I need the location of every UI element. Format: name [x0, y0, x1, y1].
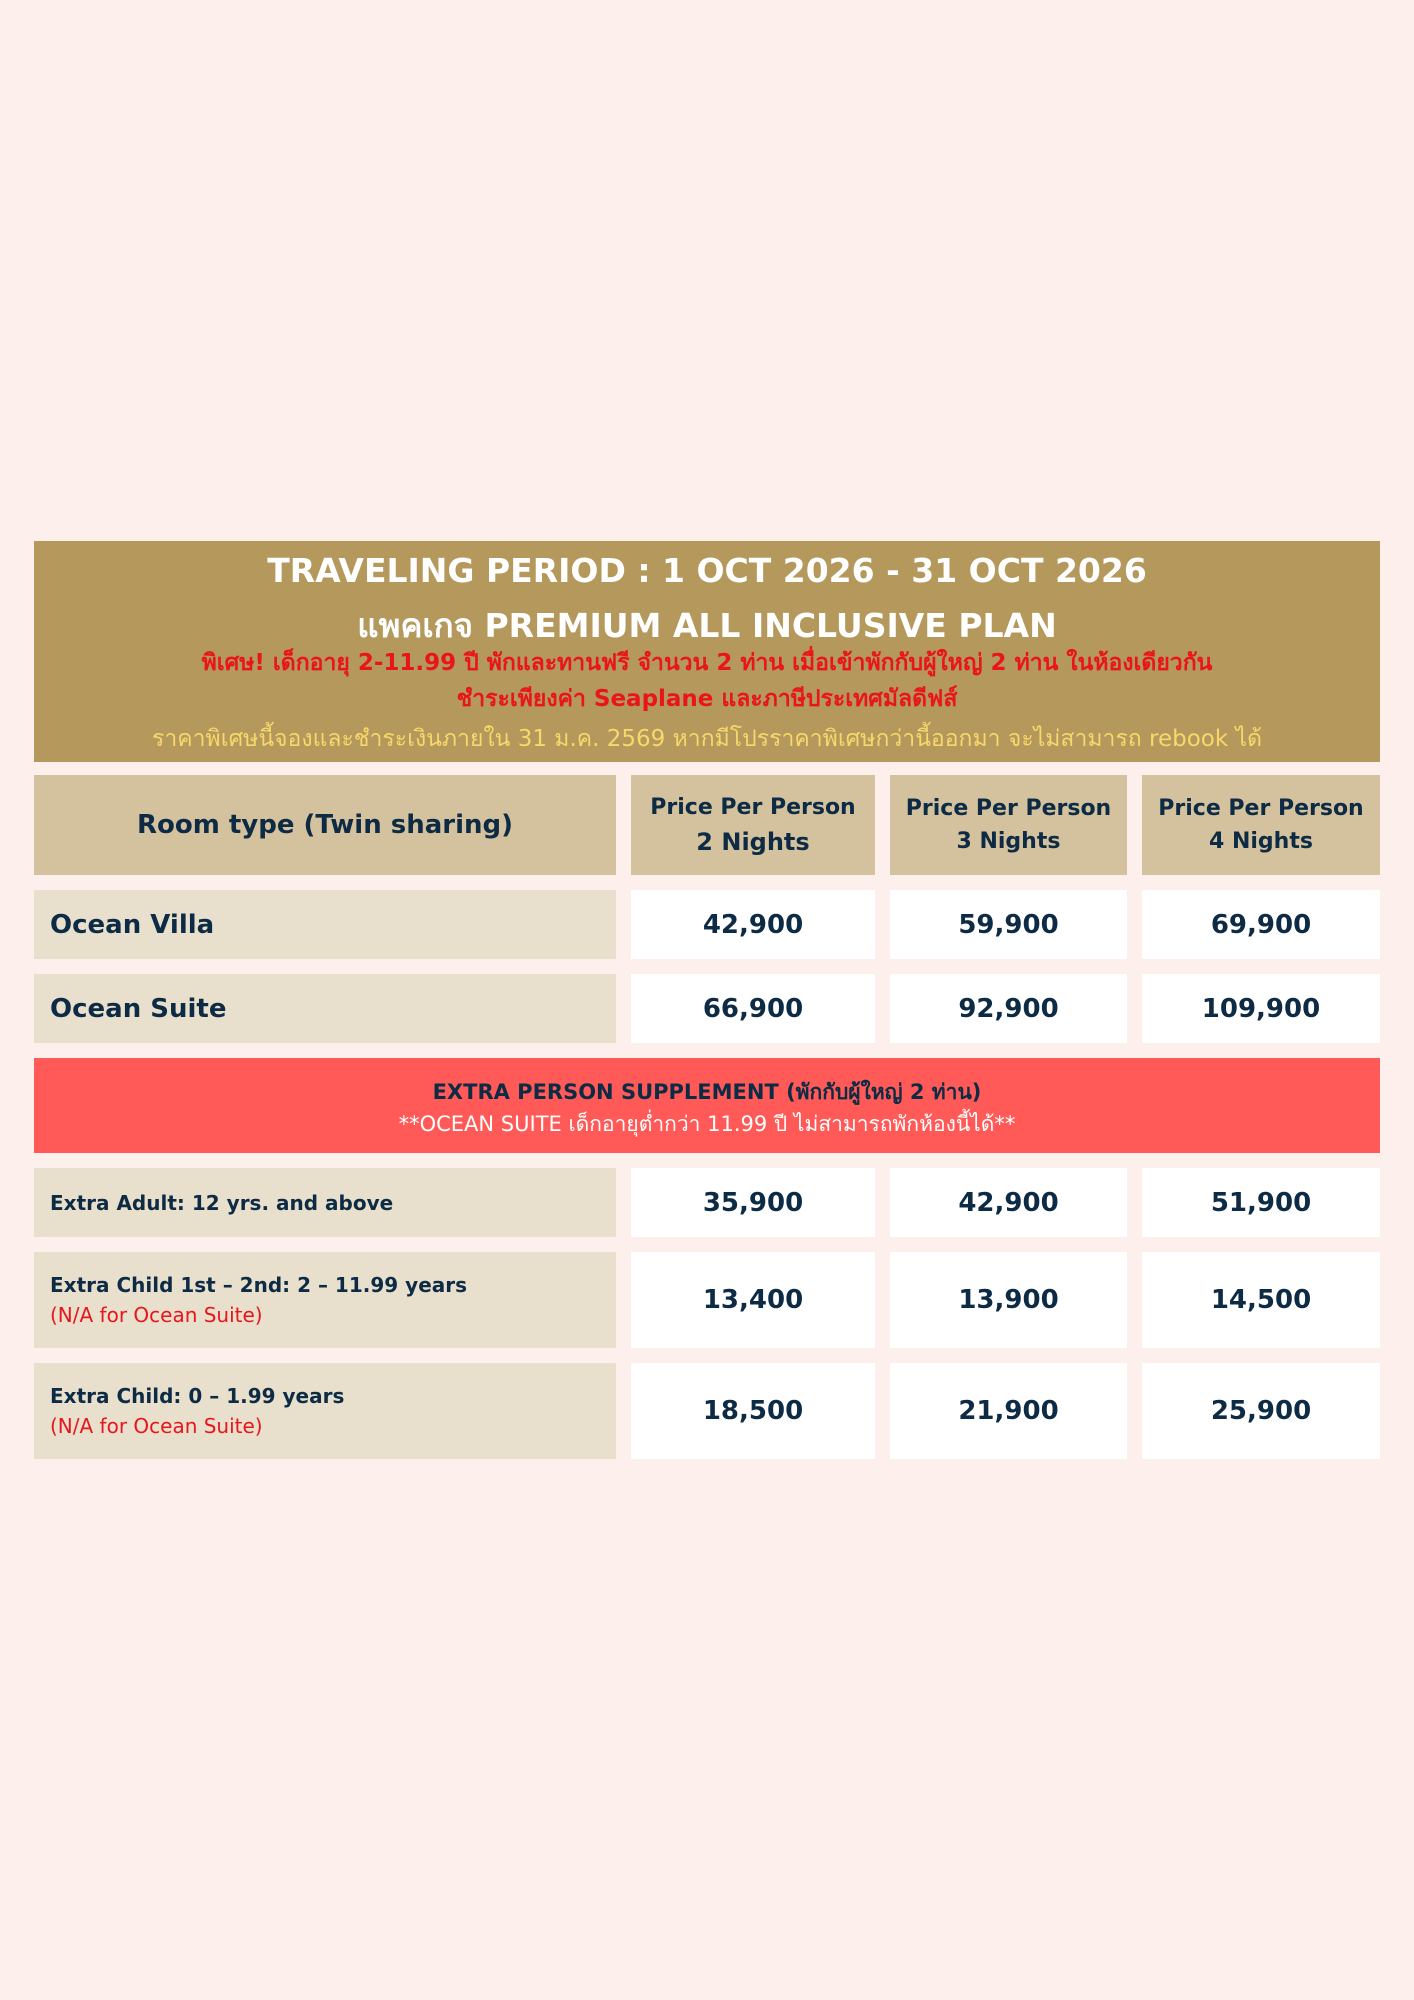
header-label: Price Per Person [650, 794, 856, 820]
extra-child-label: Extra Child 1st – 2nd: 2 – 11.99 years (N… [34, 1252, 616, 1348]
special-offer-line2: ชำระเพียงค่า Seaplane และภาษีประเทศมัลดี… [456, 686, 958, 712]
header-2-nights: Price Per Person 2 Nights [631, 775, 875, 875]
price-cell: 92,900 [890, 974, 1127, 1043]
header-nights: 4 Nights [1209, 829, 1313, 854]
header-nights: 3 Nights [956, 829, 1061, 854]
header-3-nights: Price Per Person 3 Nights [890, 775, 1127, 875]
price-cell: 59,900 [890, 890, 1127, 959]
price-cell: 18,500 [631, 1363, 875, 1459]
supplement-banner: EXTRA PERSON SUPPLEMENT (พักกับผู้ใหญ่ 2… [34, 1058, 1380, 1153]
special-offer-line1: พิเศษ! เด็กอายุ 2-11.99 ปี พักและทานฟรี … [201, 650, 1213, 676]
booking-note: ราคาพิเศษนี้จองและชำระเงินภายใน 31 ม.ค. … [151, 726, 1263, 752]
price-cell: 66,900 [631, 974, 875, 1043]
header-label: Price Per Person [905, 796, 1112, 821]
room-name: Ocean Suite [50, 993, 227, 1024]
room-ocean-suite: Ocean Suite [34, 974, 616, 1043]
extra-infant-label: Extra Child: 0 – 1.99 years (N/A for Ocea… [34, 1363, 616, 1459]
price-cell: 51,900 [1142, 1168, 1380, 1237]
plan-title: แพคเกจ PREMIUM ALL INCLUSIVE PLAN [357, 606, 1057, 645]
header-label: Price Per Person [1158, 796, 1364, 821]
room-ocean-villa: Ocean Villa [34, 890, 616, 959]
row-note: (N/A for Ocean Suite) [50, 1414, 263, 1438]
supplement-note: **OCEAN SUITE เด็กอายุต่ำกว่า 11.99 ปี ไ… [398, 1112, 1016, 1136]
header-room-type: Room type (Twin sharing) [34, 775, 616, 875]
price-cell: 25,900 [1142, 1363, 1380, 1459]
row-label: Extra Adult: 12 yrs. and above [50, 1190, 394, 1215]
header-4-nights: Price Per Person 4 Nights [1142, 775, 1380, 875]
row-label: Extra Child 1st – 2nd: 2 – 11.99 years [50, 1273, 468, 1297]
price-cell: 109,900 [1142, 974, 1380, 1043]
price-cell: 42,900 [631, 890, 875, 959]
header-nights: 2 Nights [696, 827, 810, 856]
price-cell: 13,400 [631, 1252, 875, 1348]
traveling-period: TRAVELING PERIOD : 1 OCT 2026 - 31 OCT 2… [267, 551, 1147, 590]
price-cell: 14,500 [1142, 1252, 1380, 1348]
extra-adult-label: Extra Adult: 12 yrs. and above [34, 1168, 616, 1237]
row-label: Extra Child: 0 – 1.99 years [50, 1384, 345, 1408]
price-cell: 35,900 [631, 1168, 875, 1237]
header-label: Room type (Twin sharing) [136, 809, 514, 840]
supplement-title: EXTRA PERSON SUPPLEMENT (พักกับผู้ใหญ่ 2… [432, 1080, 982, 1104]
price-cell: 21,900 [890, 1363, 1127, 1459]
room-name: Ocean Villa [50, 909, 215, 940]
price-cell: 42,900 [890, 1168, 1127, 1237]
price-cell: 69,900 [1142, 890, 1380, 959]
period-banner: TRAVELING PERIOD : 1 OCT 2026 - 31 OCT 2… [34, 541, 1380, 762]
price-cell: 13,900 [890, 1252, 1127, 1348]
row-note: (N/A for Ocean Suite) [50, 1303, 263, 1327]
